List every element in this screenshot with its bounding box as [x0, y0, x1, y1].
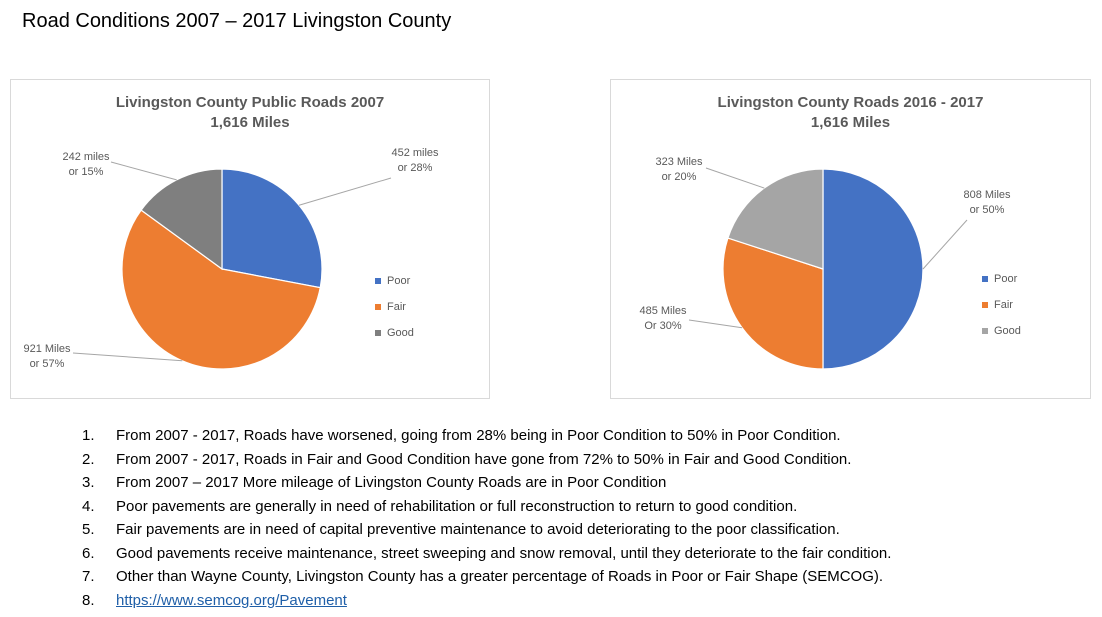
legend-swatch-good: [375, 330, 381, 336]
note-text: From 2007 - 2017, Roads in Fair and Good…: [116, 450, 852, 468]
note-number: 5.: [82, 521, 95, 538]
legend-item-fair: Fair: [982, 292, 1021, 318]
data-label-good-value: 323 Miles: [655, 156, 703, 168]
chart-2017-title: Livingston County Roads 2016 - 2017 1,61…: [611, 93, 1090, 133]
chart-2007-title: Livingston County Public Roads 2007 1,61…: [11, 93, 489, 133]
legend-swatch-fair: [982, 302, 988, 308]
data-label-poor-value: 452 miles: [391, 147, 439, 159]
note-number: 2.: [82, 450, 95, 468]
pie-slice-good: [140, 168, 223, 271]
note-item: 4. Poor pavements are generally in need o…: [82, 495, 891, 519]
note-number: 3.: [82, 474, 95, 491]
pie-slice-poor: [221, 168, 323, 289]
data-label-poor-percent: or 50%: [970, 204, 1005, 216]
data-label-fair-value: 921 Miles: [23, 343, 71, 355]
leader-line-good: [705, 167, 765, 189]
legend-swatch-poor: [982, 276, 988, 282]
legend-item-good: Good: [982, 318, 1021, 344]
legend-label-poor: Poor: [994, 273, 1018, 285]
data-label-good-percent: or 20%: [662, 171, 697, 183]
chart-2017-title-line1: Livingston County Roads 2016 - 2017: [717, 94, 984, 111]
leader-line-poor: [922, 219, 968, 270]
note-text: From 2007 - 2017, Roads have worsened, g…: [116, 427, 841, 444]
page-title: Road Conditions 2007 – 2017 Livingston C…: [22, 10, 452, 32]
legend-label-fair: Fair: [387, 301, 406, 313]
legend-swatch-fair: [375, 304, 381, 310]
note-item: 5. Fair pavements are in need of capital …: [82, 518, 891, 542]
semcog-pavement-link[interactable]: https://www.semcog.org/Pavement: [116, 591, 347, 609]
note-text: From 2007 – 2017 More mileage of Livings…: [116, 474, 667, 491]
notes-list: 1. From 2007 - 2017, Roads have worsened,…: [82, 424, 891, 612]
note-item: 2. From 2007 - 2017, Roads in Fair and Go…: [82, 448, 891, 472]
legend-label-poor: Poor: [387, 275, 411, 287]
note-item: 3. From 2007 – 2017 More mileage of Livin…: [82, 471, 891, 495]
legend-swatch-good: [982, 328, 988, 334]
legend-item-poor: Poor: [375, 268, 414, 294]
data-label-fair-percent: or 57%: [30, 358, 65, 370]
pie-chart-2017: 808 Miles or 50% 485 Miles Or 30% 323 Miles o…: [639, 156, 1011, 370]
chart-2017: Livingston County Roads 2016 - 2017 1,61…: [610, 79, 1091, 399]
note-item: 1. From 2007 - 2017, Roads have worsened,…: [82, 424, 891, 448]
chart-2017-title-line2: 1,616 Miles: [810, 114, 891, 131]
legend-item-fair: Fair: [375, 294, 414, 320]
data-label-good-value: 242 miles: [62, 151, 110, 163]
legend-label-good: Good: [994, 325, 1021, 337]
note-number: 1.: [82, 427, 95, 444]
chart-2007-title-line2: 1,616 Miles: [210, 114, 290, 131]
pie-slice-poor: [822, 168, 924, 370]
note-number: 4.: [82, 497, 95, 515]
legend-2007: Poor Fair Good: [375, 268, 414, 346]
data-label-poor-value: 808 Miles: [963, 189, 1011, 201]
note-number: 8.: [82, 591, 95, 609]
leader-line-fair: [688, 319, 743, 329]
note-text: Fair pavements are in need of capital pr…: [116, 521, 840, 538]
note-text: Other than Wayne County, Livingston Coun…: [116, 568, 884, 585]
data-label-good-percent: or 15%: [69, 166, 104, 178]
note-text: Poor pavements are generally in need of …: [116, 497, 798, 515]
data-label-fair-percent: Or 30%: [644, 320, 682, 332]
pie-slice-fair: [121, 209, 321, 370]
note-number: 7.: [82, 568, 95, 585]
legend-item-poor: Poor: [982, 266, 1021, 292]
note-item-link: 8. https://www.semcog.org/Pavement: [82, 589, 891, 613]
note-item: 6. Good pavements receive maintenance, st…: [82, 542, 891, 566]
chart-2007-title-line1: Livingston County Public Roads 2007: [115, 94, 385, 111]
data-label-poor-percent: or 28%: [398, 162, 433, 174]
leader-line-poor: [298, 177, 392, 206]
legend-label-fair: Fair: [994, 299, 1013, 311]
chart-2007: Livingston County Public Roads 2007 1,61…: [10, 79, 490, 399]
legend-item-good: Good: [375, 320, 414, 346]
note-text: Good pavements receive maintenance, stre…: [116, 544, 892, 562]
note-number: 6.: [82, 544, 95, 562]
pie-chart-2007: 452 miles or 28% 921 Miles or 57% 242 miles o…: [23, 147, 439, 370]
note-item: 7. Other than Wayne County, Livingston Co…: [82, 565, 891, 589]
legend-swatch-poor: [375, 278, 381, 284]
data-label-fair-value: 485 Miles: [639, 305, 687, 317]
leader-line-fair: [72, 352, 183, 362]
pie-slice-fair: [722, 237, 824, 370]
legend-2017: Poor Fair Good: [982, 266, 1021, 344]
leader-line-good: [110, 161, 177, 181]
legend-label-good: Good: [387, 327, 414, 339]
